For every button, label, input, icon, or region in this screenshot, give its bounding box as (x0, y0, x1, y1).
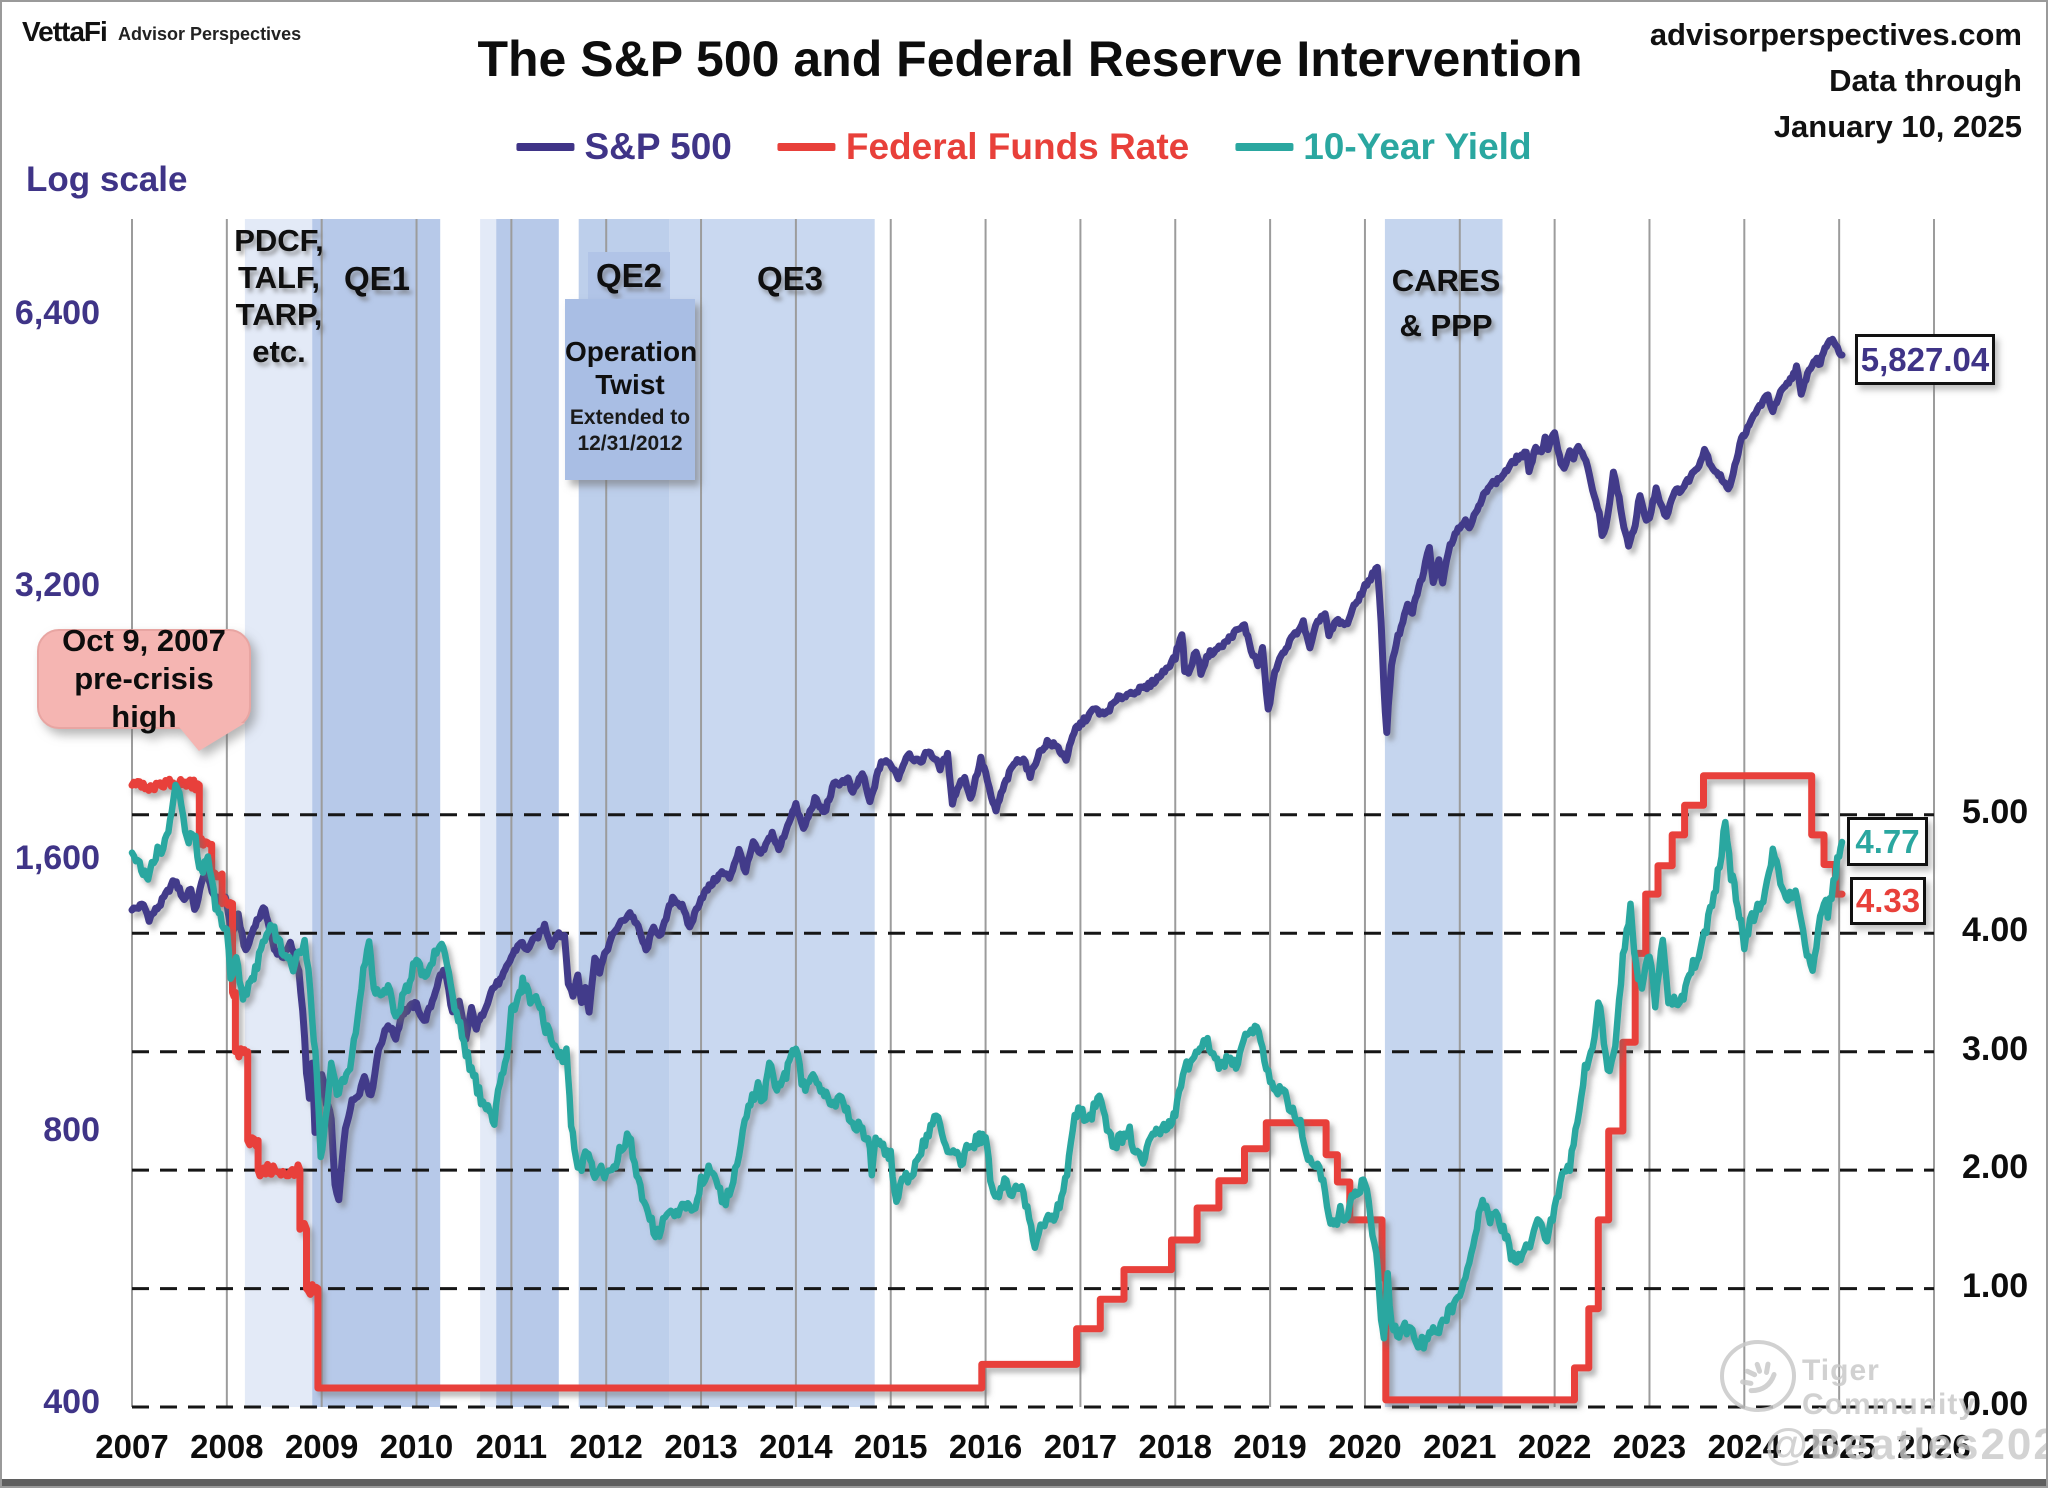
data-through-date: January 10, 2025 (1773, 109, 2022, 144)
qe2-label: QE2 (588, 252, 670, 300)
log-scale-label: Log scale (26, 160, 188, 199)
pre-crisis-high-text: Oct 9, 2007 pre-crisis high (37, 623, 251, 734)
x-axis-year-tick: 2021 (1423, 1428, 1497, 1465)
y-axis-left-tick: 3,200 (14, 566, 100, 605)
legend-label-fed-funds: Federal Funds Rate (845, 126, 1190, 167)
x-axis-year-tick: 2012 (569, 1428, 643, 1465)
x-axis-year-tick: 2026 (1897, 1428, 1971, 1465)
advisor-perspectives-logo: Advisor Perspectives (118, 24, 302, 44)
x-axis-year-tick: 2007 (95, 1428, 169, 1465)
y-axis-right-tick: 2.00 (1962, 1148, 2029, 1187)
x-axis-year-tick: 2009 (284, 1428, 359, 1465)
x-axis-year-tick: 2023 (1612, 1428, 1687, 1465)
y-axis-right-tick: 0.00 (1962, 1385, 2029, 1423)
tiger-paw-logo-icon (1720, 1340, 1796, 1412)
fed-funds-last-value-badge: 4.33 (1850, 877, 1926, 925)
cares-ppp-label: CARES & PPP (1391, 263, 1501, 343)
x-axis-year-tick: 2008 (190, 1428, 264, 1465)
s-p-500-line (128, 335, 1846, 1204)
tiger-community-watermark: Tiger Community (1802, 1354, 1976, 1421)
y-axis-left-tick: 1,600 (14, 838, 100, 877)
sp500-line-swatch (516, 143, 575, 151)
source-url: advisorperspectives.com (1649, 17, 2022, 52)
ten-year-line-swatch (1235, 143, 1294, 151)
y-axis-right-tick: 5.00 (1962, 792, 2029, 831)
x-axis-year-tick: 2013 (664, 1428, 738, 1465)
operation-twist-box: Operation Twist Extended to 12/31/2012 (565, 299, 698, 480)
series-lines (128, 335, 1846, 1404)
x-axis-year-tick: 2022 (1517, 1428, 1592, 1465)
x-axis-year-tick: 2010 (379, 1428, 454, 1465)
sp500-last-value-badge: 5,827.04 (1855, 334, 1995, 385)
source-block: advisorperspectives.com Data through Jan… (1650, 12, 2022, 150)
vettafi-logo: VettaFi (22, 16, 108, 47)
x-axis-year-tick: 2018 (1138, 1428, 1212, 1465)
operation-twist-title: Operation Twist (565, 336, 698, 400)
y-axis-right-tick: 1.00 (1962, 1266, 2029, 1305)
beatles2026-watermark: @Beatles2026 (1765, 1420, 2046, 1469)
y-axis-left-tick: 400 (43, 1383, 100, 1421)
pdcf-talf-tarp-label: PDCF, TALF, TARP, etc. (234, 223, 324, 369)
operation-twist-subtitle: Extended to 12/31/2012 (569, 406, 691, 455)
qe3-label: QE3 (756, 260, 824, 297)
x-axis-year-tick: 2025 (1802, 1428, 1876, 1465)
ten-year-last-value-badge: 4.77 (1847, 817, 1928, 866)
x-axis-year-tick: 2016 (948, 1428, 1023, 1465)
dashed-gridlines (132, 813, 1934, 1409)
legend-item-fed-funds: Federal Funds Rate (777, 126, 1190, 168)
10-year-yield-line (128, 781, 1846, 1352)
x-axis-year-tick: 2014 (759, 1428, 833, 1465)
pre-crisis-high-callout: Oct 9, 2007 pre-crisis high (37, 623, 251, 751)
qe-bands (244, 219, 1503, 1407)
y-axis-left-tick: 800 (43, 1110, 100, 1149)
qe1-label: QE1 (343, 260, 411, 297)
y-axis-right-tick: 4.00 (1962, 911, 2029, 950)
y-axis-right-tick: 3.00 (1962, 1029, 2029, 1068)
x-axis-year-tick: 2015 (854, 1428, 928, 1465)
legend: S&P 500 Federal Funds Rate 10-Year Yield (516, 126, 1532, 168)
fed-funds-line-swatch (777, 143, 836, 151)
chart-title: The S&P 500 and Federal Reserve Interven… (477, 31, 1583, 87)
x-axis-year-tick: 2020 (1328, 1428, 1402, 1465)
legend-item-10y-yield: 10-Year Yield (1235, 126, 1532, 168)
data-through-label: Data through (1829, 63, 2022, 98)
legend-label-10y-yield: 10-Year Yield (1303, 126, 1532, 167)
y-axis-left-tick: 6,400 (14, 294, 100, 333)
x-axis-year-tick: 2019 (1233, 1428, 1307, 1465)
x-axis-year-tick: 2017 (1043, 1428, 1118, 1465)
year-gridlines (131, 219, 1935, 1407)
x-axis-year-tick: 2011 (475, 1428, 548, 1465)
federal-funds-rate-line (128, 772, 1846, 1404)
legend-item-sp500: S&P 500 (516, 126, 732, 168)
x-axis-year-tick: 2024 (1707, 1428, 1782, 1465)
legend-label-sp500: S&P 500 (584, 126, 732, 167)
